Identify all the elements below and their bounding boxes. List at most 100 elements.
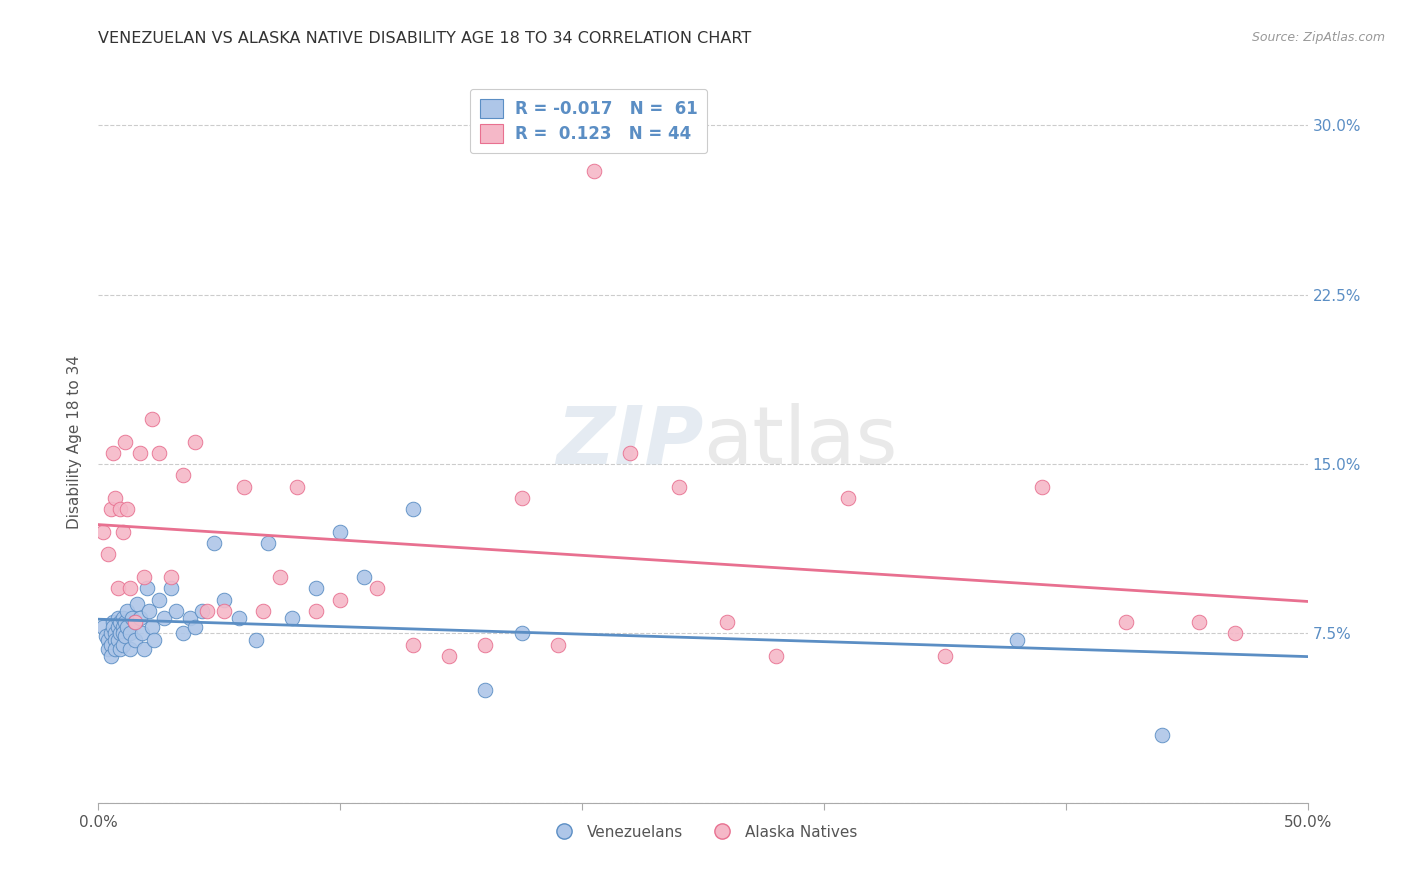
- Point: [366, 582, 388, 596]
- Point: [118, 582, 141, 596]
- Text: VENEZUELAN VS ALASKA NATIVE DISABILITY AGE 18 TO 34 CORRELATION CHART: VENEZUELAN VS ALASKA NATIVE DISABILITY A…: [98, 31, 752, 46]
- Point: [305, 582, 328, 596]
- Point: [148, 446, 170, 460]
- Point: [252, 604, 274, 618]
- Legend: Venezuelans, Alaska Natives: Venezuelans, Alaska Natives: [543, 819, 863, 846]
- Point: [212, 592, 235, 607]
- Point: [583, 163, 606, 178]
- Point: [117, 604, 139, 618]
- Point: [474, 682, 496, 697]
- Point: [108, 626, 131, 640]
- Point: [97, 642, 120, 657]
- Point: [104, 626, 127, 640]
- Point: [402, 502, 425, 516]
- Point: [510, 491, 533, 505]
- Point: [474, 638, 496, 652]
- Point: [184, 434, 207, 449]
- Point: [104, 633, 127, 648]
- Point: [245, 633, 267, 648]
- Point: [1007, 633, 1029, 648]
- Point: [100, 638, 122, 652]
- Point: [107, 610, 129, 624]
- Point: [128, 610, 150, 624]
- Point: [97, 548, 120, 562]
- Point: [138, 604, 160, 618]
- Text: Source: ZipAtlas.com: Source: ZipAtlas.com: [1251, 31, 1385, 45]
- Point: [114, 615, 136, 630]
- Point: [108, 642, 131, 657]
- Point: [402, 638, 425, 652]
- Point: [934, 648, 956, 663]
- Point: [128, 446, 150, 460]
- Point: [329, 592, 352, 607]
- Point: [124, 615, 146, 630]
- Point: [191, 604, 214, 618]
- Point: [143, 633, 166, 648]
- Point: [619, 446, 641, 460]
- Y-axis label: Disability Age 18 to 34: Disability Age 18 to 34: [67, 354, 83, 529]
- Text: atlas: atlas: [703, 402, 897, 481]
- Point: [111, 626, 134, 640]
- Point: [305, 604, 328, 618]
- Point: [124, 633, 146, 648]
- Point: [172, 626, 194, 640]
- Point: [134, 642, 156, 657]
- Point: [124, 615, 146, 630]
- Point: [1115, 615, 1137, 630]
- Point: [135, 582, 157, 596]
- Point: [121, 610, 143, 624]
- Point: [1188, 615, 1211, 630]
- Point: [101, 615, 124, 630]
- Point: [204, 536, 226, 550]
- Point: [195, 604, 218, 618]
- Point: [437, 648, 460, 663]
- Point: [510, 626, 533, 640]
- Point: [100, 626, 122, 640]
- Point: [101, 620, 124, 634]
- Point: [111, 610, 134, 624]
- Point: [101, 446, 124, 460]
- Point: [547, 638, 569, 652]
- Point: [1223, 626, 1246, 640]
- Point: [111, 638, 134, 652]
- Point: [108, 615, 131, 630]
- Point: [111, 620, 134, 634]
- Point: [100, 648, 122, 663]
- Point: [269, 570, 291, 584]
- Point: [141, 412, 163, 426]
- Point: [127, 597, 149, 611]
- Point: [668, 480, 690, 494]
- Point: [107, 582, 129, 596]
- Point: [160, 582, 183, 596]
- Point: [114, 629, 136, 643]
- Point: [114, 434, 136, 449]
- Point: [232, 480, 254, 494]
- Point: [281, 610, 304, 624]
- Point: [152, 610, 174, 624]
- Point: [148, 592, 170, 607]
- Text: ZIP: ZIP: [555, 402, 703, 481]
- Point: [765, 648, 787, 663]
- Point: [117, 620, 139, 634]
- Point: [228, 610, 250, 624]
- Point: [256, 536, 278, 550]
- Point: [118, 642, 141, 657]
- Point: [104, 491, 127, 505]
- Point: [212, 604, 235, 618]
- Point: [329, 524, 352, 539]
- Point: [285, 480, 308, 494]
- Point: [97, 633, 120, 648]
- Point: [107, 633, 129, 648]
- Point: [179, 610, 201, 624]
- Point: [134, 570, 156, 584]
- Point: [111, 524, 134, 539]
- Point: [107, 620, 129, 634]
- Point: [131, 626, 153, 640]
- Point: [353, 570, 375, 584]
- Point: [91, 620, 114, 634]
- Point: [1031, 480, 1053, 494]
- Point: [184, 620, 207, 634]
- Point: [100, 502, 122, 516]
- Point: [165, 604, 187, 618]
- Point: [716, 615, 738, 630]
